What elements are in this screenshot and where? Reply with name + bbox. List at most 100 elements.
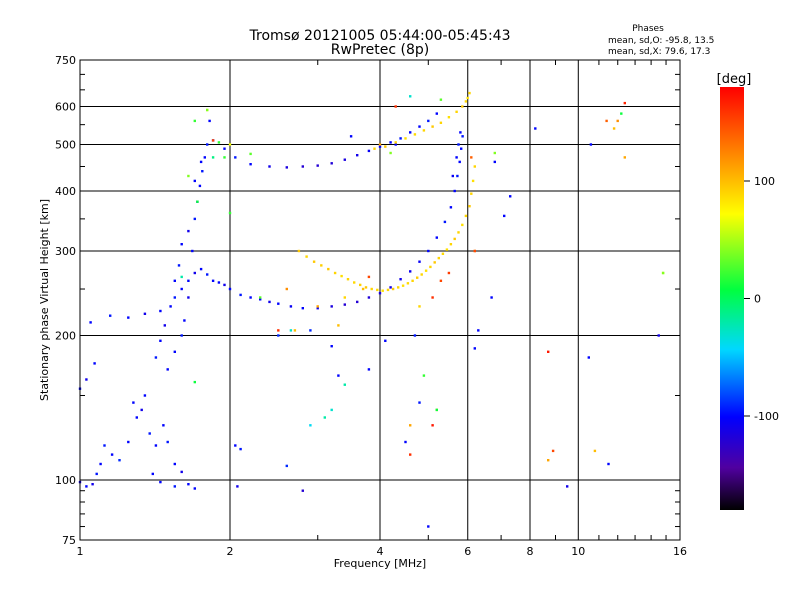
data-point [384, 145, 387, 148]
data-point [373, 147, 376, 150]
data-point [330, 162, 333, 165]
data-point [439, 121, 443, 124]
data-point [211, 279, 215, 282]
tick-layer: 1 2 4 6 8 10 16 75 100 200 300 400 500 600 750 [55, 54, 687, 558]
data-point [431, 424, 434, 427]
data-point [607, 462, 610, 466]
data-point [409, 270, 412, 273]
data-point [132, 401, 135, 404]
data-point [223, 147, 226, 150]
data-point [239, 293, 242, 297]
grid-layer [80, 60, 680, 540]
data-point [431, 125, 434, 128]
data-point [473, 165, 476, 168]
data-point [268, 300, 271, 304]
data-point [394, 105, 397, 108]
data-point [337, 374, 340, 377]
data-point [285, 166, 288, 169]
data-point [259, 298, 262, 301]
data-point [413, 334, 417, 337]
data-point [471, 179, 475, 183]
data-point [378, 143, 382, 146]
data-point [196, 200, 199, 203]
data-point [277, 302, 280, 305]
data-point [566, 485, 569, 488]
data-point [457, 143, 460, 146]
data-point [409, 424, 412, 427]
data-point [445, 248, 449, 251]
data-point [464, 100, 468, 103]
data-point [309, 424, 312, 427]
data-point [376, 288, 379, 292]
data-point [199, 267, 203, 271]
data-point [309, 329, 312, 332]
data-point [605, 119, 608, 123]
data-point [191, 249, 194, 253]
data-point [249, 163, 252, 166]
data-point [409, 95, 412, 98]
chart-subtitle: RwPretec (8p) [331, 42, 429, 58]
data-point [364, 286, 368, 289]
data-point [135, 416, 138, 419]
data-point [470, 156, 473, 159]
data-point [616, 119, 619, 123]
data-point [386, 288, 390, 292]
data-point [429, 265, 432, 269]
data-point [461, 105, 464, 108]
data-point [439, 279, 443, 282]
data-point [127, 316, 130, 319]
data-point [356, 300, 359, 304]
data-point [289, 305, 293, 308]
data-point [391, 287, 395, 291]
data-point [228, 143, 232, 146]
y-tick-label: 750 [55, 54, 76, 67]
data-point [416, 276, 419, 279]
data-point [89, 321, 92, 324]
y-tick-label: 400 [55, 185, 76, 198]
data-point [359, 283, 362, 287]
data-point [443, 220, 447, 224]
data-point [343, 296, 346, 299]
data-point [159, 480, 162, 484]
data-point [447, 271, 451, 275]
data-point [110, 453, 114, 456]
data-point [367, 296, 371, 299]
data-point [285, 464, 288, 468]
phases-heading: Phases [632, 24, 664, 34]
data-point [180, 470, 183, 474]
data-point [118, 459, 121, 462]
data-point [234, 444, 237, 447]
data-point [99, 462, 102, 466]
data-point [140, 408, 143, 412]
data-point [206, 143, 209, 146]
y-tick-label: 300 [55, 245, 76, 258]
data-point [301, 165, 304, 168]
data-point [285, 287, 288, 291]
data-point [277, 334, 280, 337]
data-point [223, 156, 226, 159]
data-point [435, 408, 438, 412]
data-point [180, 275, 183, 279]
data-point [394, 141, 397, 144]
y-tick-label: 200 [55, 330, 76, 343]
data-point [420, 273, 423, 276]
data-point [378, 145, 382, 148]
data-point [323, 416, 326, 419]
data-point [217, 281, 221, 284]
data-point [490, 296, 493, 299]
data-point [464, 214, 468, 218]
data-point [449, 243, 453, 246]
data-point [173, 350, 176, 353]
x-tick-label: 2 [227, 545, 234, 558]
data-point [199, 160, 203, 164]
data-point [206, 108, 209, 112]
data-point [424, 269, 428, 272]
data-point [409, 131, 412, 134]
data-point [551, 449, 555, 453]
data-point [316, 164, 319, 167]
data-point [493, 151, 496, 155]
data-point [337, 324, 340, 327]
data-point [509, 195, 512, 198]
data-point [620, 112, 623, 115]
